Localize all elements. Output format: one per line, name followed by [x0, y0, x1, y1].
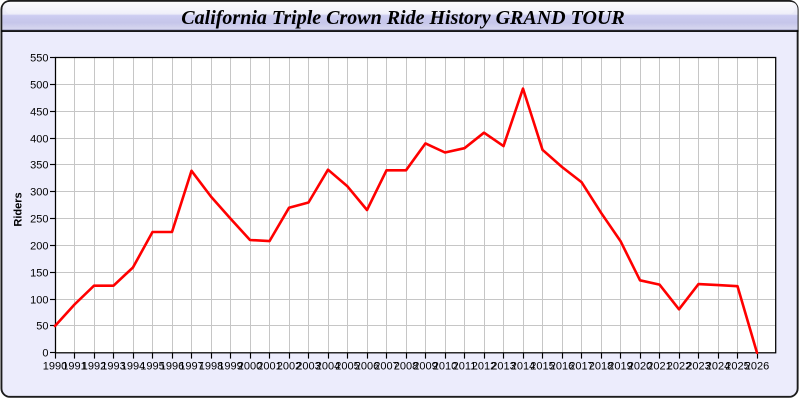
svg-text:2015: 2015 — [530, 360, 554, 372]
svg-text:0: 0 — [42, 347, 48, 359]
svg-text:2006: 2006 — [355, 360, 379, 372]
svg-text:California Triple Crown Ride H: California Triple Crown Ride History GRA… — [181, 7, 624, 29]
svg-text:2011: 2011 — [453, 360, 477, 372]
svg-text:2017: 2017 — [569, 360, 593, 372]
svg-text:550: 550 — [30, 52, 48, 64]
svg-text:2021: 2021 — [647, 360, 671, 372]
svg-text:2016: 2016 — [550, 360, 574, 372]
svg-text:200: 200 — [30, 240, 48, 252]
svg-text:2023: 2023 — [686, 360, 710, 372]
svg-text:2004: 2004 — [316, 360, 340, 372]
svg-text:2005: 2005 — [335, 360, 359, 372]
svg-text:2025: 2025 — [725, 360, 749, 372]
svg-text:50: 50 — [36, 320, 48, 332]
svg-text:1997: 1997 — [179, 360, 203, 372]
svg-text:2002: 2002 — [277, 360, 301, 372]
svg-text:100: 100 — [30, 294, 48, 306]
svg-text:450: 450 — [30, 106, 48, 118]
svg-text:2001: 2001 — [257, 360, 281, 372]
svg-text:2024: 2024 — [706, 360, 730, 372]
svg-text:1994: 1994 — [121, 360, 145, 372]
svg-text:2026: 2026 — [745, 360, 769, 372]
svg-text:2003: 2003 — [296, 360, 320, 372]
svg-text:2012: 2012 — [472, 360, 496, 372]
svg-text:2019: 2019 — [608, 360, 632, 372]
svg-text:2018: 2018 — [589, 360, 613, 372]
svg-text:1999: 1999 — [218, 360, 242, 372]
svg-text:2000: 2000 — [238, 360, 262, 372]
svg-text:2014: 2014 — [511, 360, 535, 372]
svg-text:2008: 2008 — [394, 360, 418, 372]
svg-text:350: 350 — [30, 159, 48, 171]
svg-text:1996: 1996 — [160, 360, 184, 372]
svg-text:1991: 1991 — [62, 360, 86, 372]
svg-text:1990: 1990 — [43, 360, 67, 372]
svg-text:500: 500 — [30, 79, 48, 91]
svg-text:1993: 1993 — [101, 360, 125, 372]
svg-text:2022: 2022 — [667, 360, 691, 372]
svg-text:400: 400 — [30, 133, 48, 145]
svg-text:1998: 1998 — [199, 360, 223, 372]
svg-text:2009: 2009 — [413, 360, 437, 372]
svg-text:250: 250 — [30, 213, 48, 225]
svg-text:2007: 2007 — [374, 360, 398, 372]
svg-text:150: 150 — [30, 267, 48, 279]
svg-text:Riders: Riders — [13, 192, 25, 226]
svg-text:1995: 1995 — [140, 360, 164, 372]
svg-text:300: 300 — [30, 186, 48, 198]
svg-text:2020: 2020 — [628, 360, 652, 372]
svg-text:2013: 2013 — [491, 360, 515, 372]
svg-text:1992: 1992 — [82, 360, 106, 372]
svg-text:2010: 2010 — [433, 360, 457, 372]
